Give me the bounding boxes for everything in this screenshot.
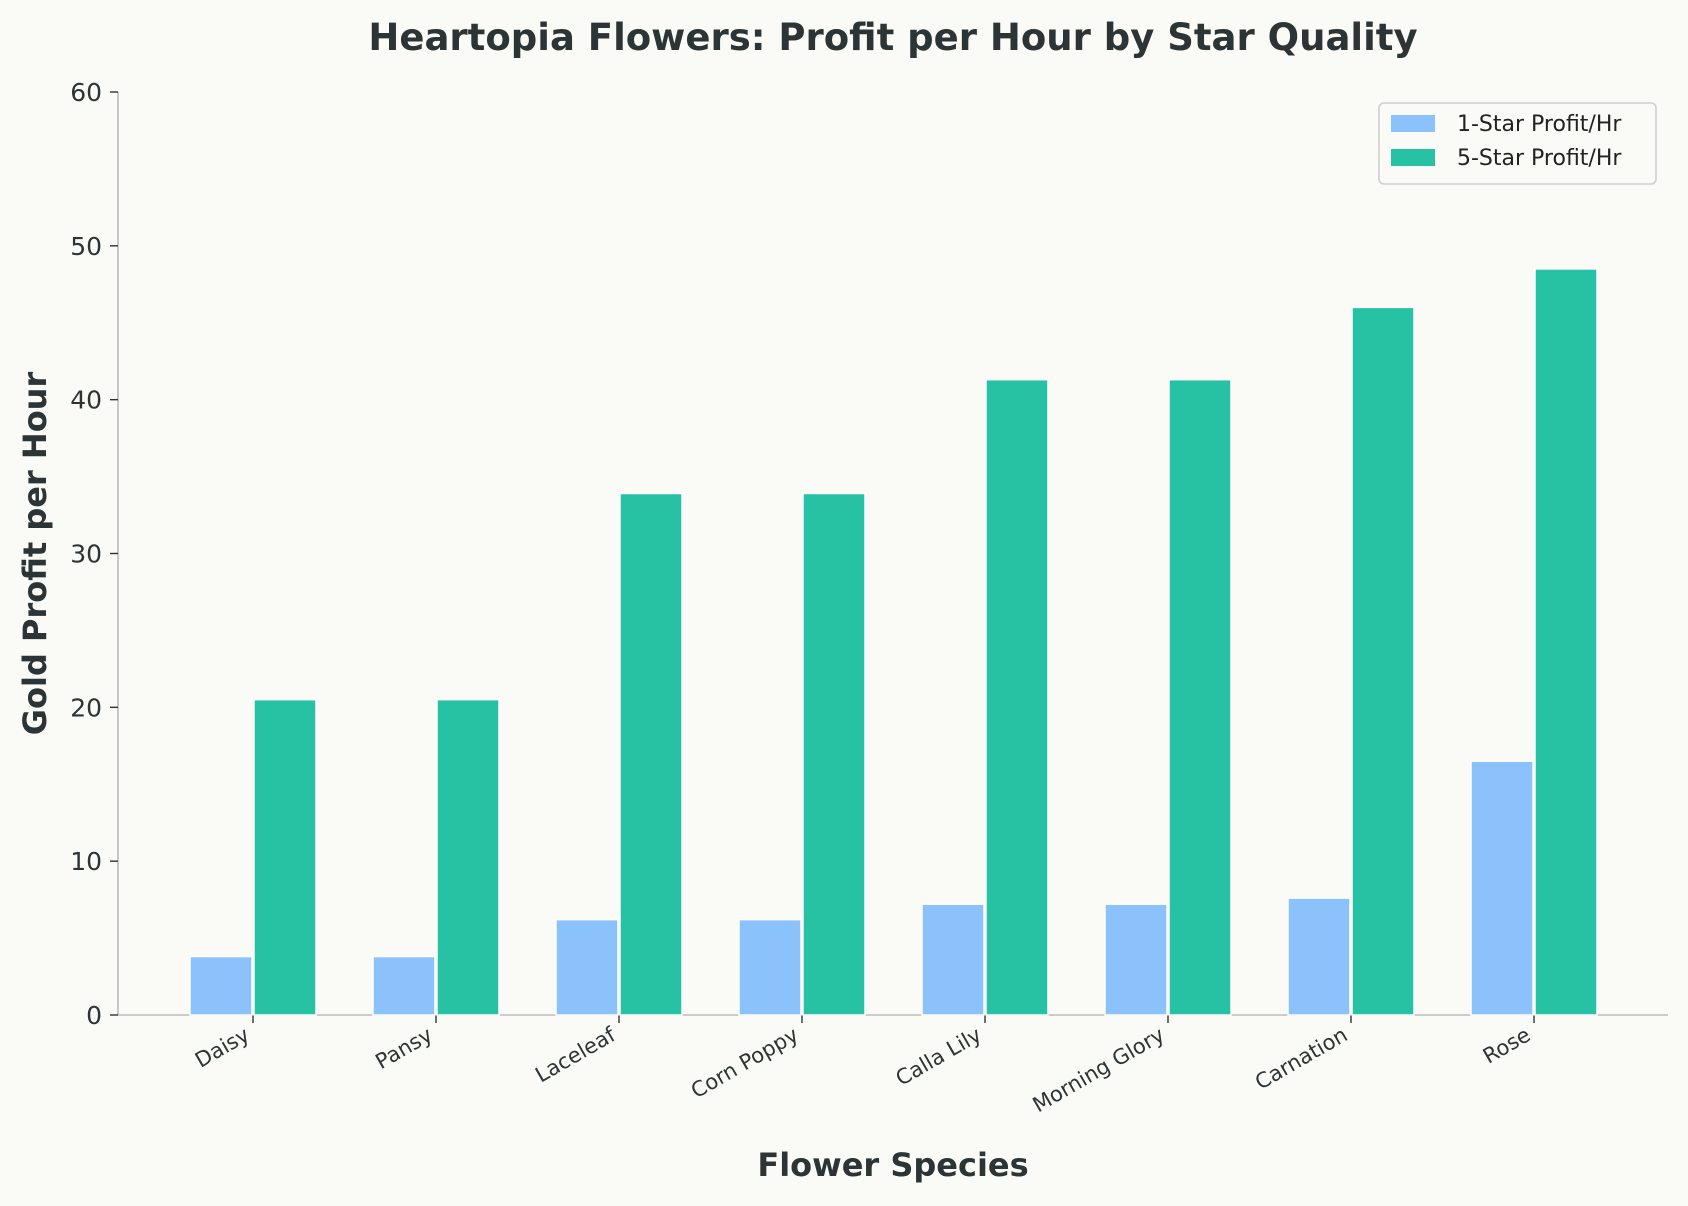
bar-one-star	[1104, 903, 1168, 1016]
bar-one-star	[189, 955, 253, 1016]
chart-title: Heartopia Flowers: Profit per Hour by St…	[368, 16, 1417, 59]
bar-five-star	[1534, 268, 1598, 1016]
legend-swatch	[1391, 115, 1435, 132]
x-tick-label: Pansy	[371, 1023, 436, 1074]
y-tick-label: 40	[70, 386, 102, 415]
legend-label: 5-Star Profit/Hr	[1457, 146, 1622, 171]
x-tick-label: Corn Poppy	[687, 1023, 803, 1104]
x-axis-label: Flower Species	[757, 1146, 1028, 1184]
y-tick-label: 0	[86, 1001, 102, 1030]
y-tick-label: 20	[70, 693, 102, 722]
legend: 1-Star Profit/Hr 5-Star Profit/Hr	[1378, 102, 1657, 185]
bar-one-star	[555, 918, 619, 1016]
x-tick-label: Daisy	[191, 1023, 253, 1073]
y-tick-label: 60	[70, 78, 102, 107]
y-axis-label: Gold Profit per Hour	[16, 372, 54, 736]
bar-five-star	[985, 378, 1049, 1016]
bar-one-star	[921, 903, 985, 1016]
x-tick-label: Calla Lily	[892, 1023, 986, 1091]
y-tick-label: 50	[70, 232, 102, 261]
bar-five-star	[619, 492, 683, 1016]
x-tick-label: Rose	[1479, 1023, 1535, 1069]
bar-one-star	[372, 955, 436, 1016]
bar-five-star	[436, 698, 500, 1016]
bars	[189, 268, 1598, 1016]
x-tick-label: Laceleaf	[531, 1022, 620, 1087]
bar-five-star	[1168, 378, 1232, 1016]
bar-one-star	[1287, 897, 1351, 1016]
legend-box	[1378, 102, 1657, 185]
legend-swatch	[1391, 149, 1435, 166]
y-tick-label: 10	[70, 847, 102, 876]
bar-five-star	[802, 492, 866, 1016]
bar-five-star	[1351, 306, 1415, 1016]
axes	[110, 91, 1668, 1023]
y-tick-label: 30	[70, 540, 102, 569]
bar-one-star	[738, 918, 802, 1016]
bar-one-star	[1470, 760, 1534, 1016]
legend-label: 1-Star Profit/Hr	[1457, 112, 1622, 137]
x-tick-label: Carnation	[1251, 1023, 1352, 1095]
bar-five-star	[253, 698, 317, 1016]
x-tick-label: Morning Glory	[1029, 1023, 1169, 1118]
